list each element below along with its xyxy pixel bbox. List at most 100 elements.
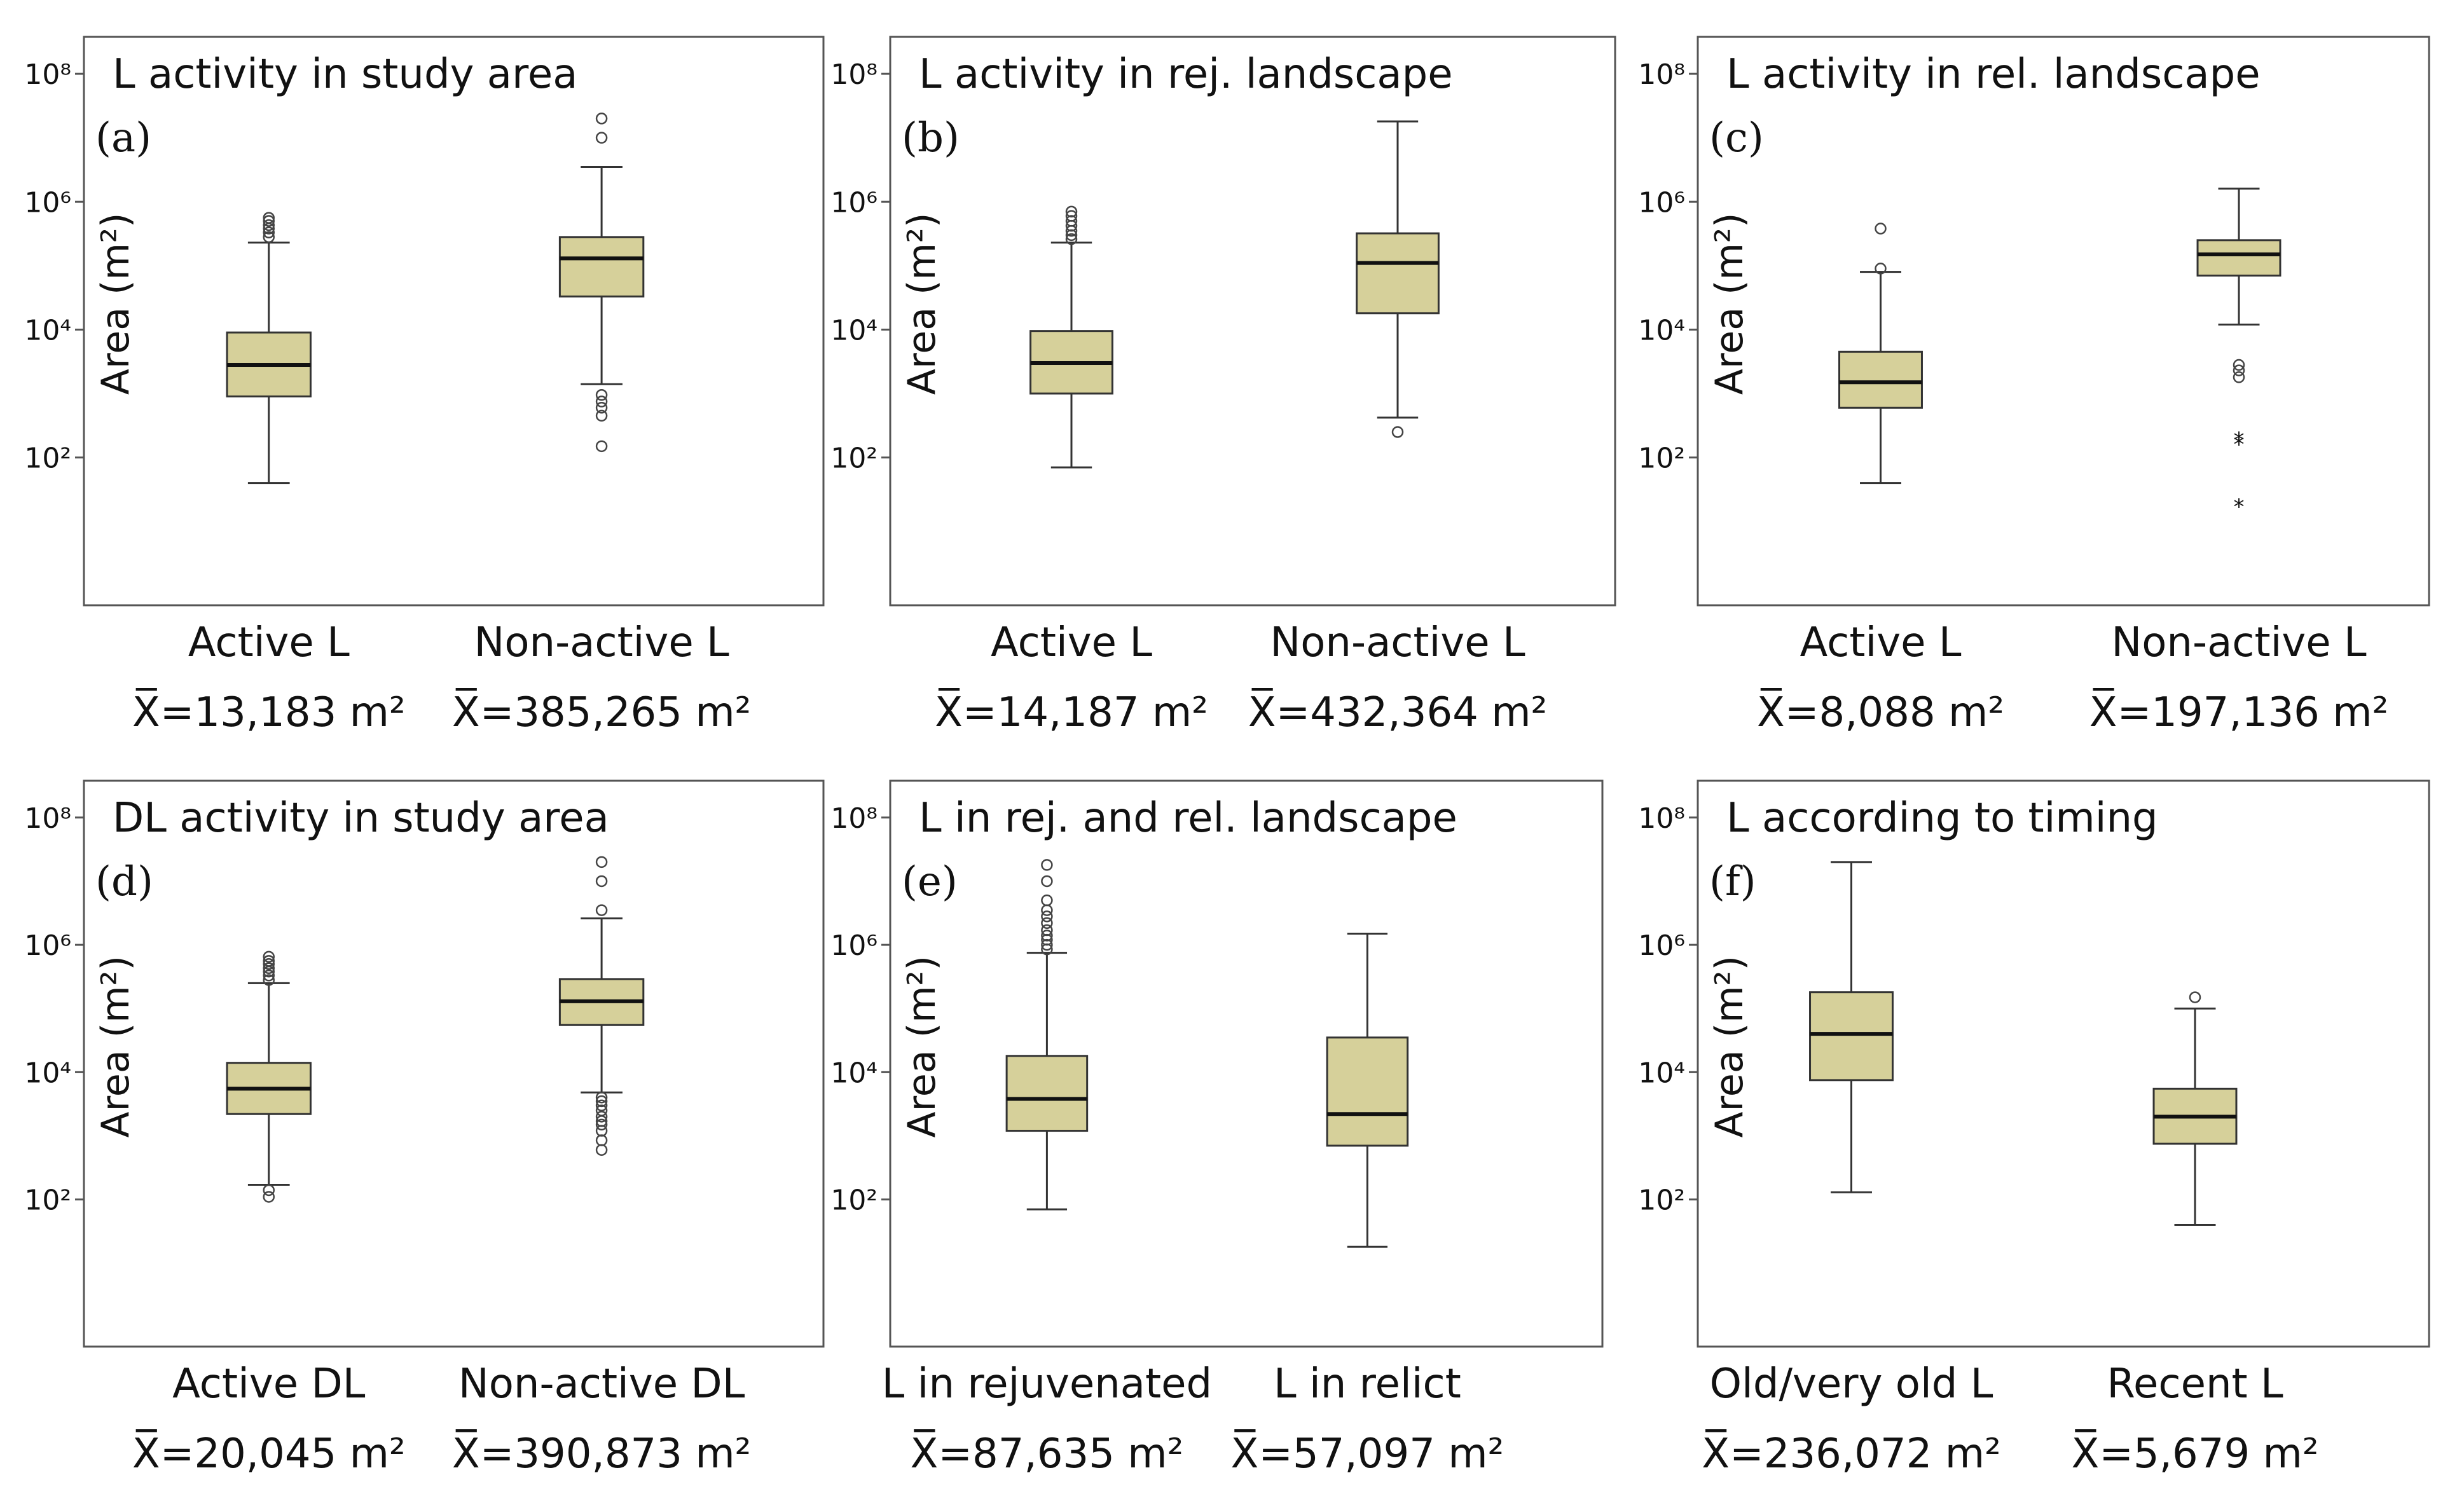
panel-title: L activity in study area (113, 51, 578, 98)
y-tick-label: 10⁸ (830, 58, 878, 91)
plot-frame (1697, 779, 2430, 1348)
outlier-point (263, 955, 275, 967)
extreme-point: * (2234, 494, 2245, 519)
outlier-point (263, 970, 275, 982)
y-tick-label: 10⁶ (24, 186, 71, 219)
plot-frame (1697, 36, 2430, 607)
outlier-point (595, 1134, 608, 1146)
outlier-point (263, 226, 275, 238)
plot-frame (83, 779, 825, 1348)
outlier-point (1065, 210, 1078, 222)
box-series-0 (1029, 205, 1113, 469)
y-tick-label: 10⁸ (1638, 802, 1685, 835)
y-tick-label: 10⁸ (830, 802, 878, 835)
y-tick-label: 10⁴ (24, 314, 71, 347)
box-iqr (558, 236, 645, 298)
outlier-point (263, 957, 275, 970)
panel-c: 10² 10⁴ 10⁶ 10⁸ Area (m²) L activity in rel. … (1638, 36, 2430, 736)
box-series-0 (1809, 861, 1894, 1193)
panel-a: 10² 10⁴ 10⁶ 10⁸ Area (m²) L activity in study… (24, 36, 825, 736)
outlier-point (1875, 223, 1887, 235)
outlier-point (595, 1099, 608, 1111)
outlier-point (2233, 371, 2245, 383)
panel-title: L in rej. and rel. landscape (919, 795, 1457, 842)
y-axis-label: Area (m²) (93, 213, 138, 395)
category-label: L in rejuvenated (882, 1361, 1212, 1408)
outlier-point (595, 856, 608, 868)
y-tick-label: 10⁴ (1638, 1057, 1685, 1089)
outlier-point (263, 962, 275, 975)
y-tick-label: 10² (1638, 443, 1685, 475)
y-tick-label: 10² (24, 443, 71, 475)
panel-f: 10² 10⁴ 10⁶ 10⁸ Area (m²) L according to timi… (1638, 779, 2430, 1478)
box-iqr (1005, 1055, 1089, 1132)
mean-label: X̅=8,088 m² (1757, 687, 2004, 736)
y-tick-label: 10⁸ (1638, 58, 1685, 91)
outlier-point (1065, 233, 1078, 245)
box-series-1 (558, 113, 645, 453)
panel-title: L activity in rel. landscape (1726, 51, 2261, 98)
plot-frame (889, 779, 1604, 1348)
y-tick-label: 10⁶ (1638, 186, 1685, 219)
category-label: Non-active DL (458, 1361, 745, 1408)
panel-d: 10² 10⁴ 10⁶ 10⁸ Area (m²) DL activity in stud… (24, 779, 825, 1478)
outlier-point (1875, 263, 1887, 275)
outlier-point (1041, 910, 1053, 923)
mean-label: X̅=432,364 m² (1248, 687, 1547, 736)
outlier-point (1065, 229, 1078, 242)
outlier-point (263, 1191, 275, 1203)
mean-label: X̅=13,183 m² (132, 687, 406, 736)
outlier-point (263, 219, 275, 231)
y-tick-label: 10⁴ (24, 1057, 71, 1089)
category-label: Active DL (172, 1361, 366, 1408)
outlier-point (595, 1111, 608, 1123)
category-label: Non-active L (1270, 619, 1525, 666)
category-label: Non-active L (2111, 619, 2367, 666)
mean-label: X̅=236,072 m² (1702, 1429, 2000, 1478)
category-label: Old/very old L (1710, 1361, 1993, 1408)
extreme-point: * (2234, 432, 2245, 457)
y-axis-label: Area (m²) (1707, 956, 1752, 1137)
box-series-1 (1326, 932, 1409, 1248)
outlier-point (2189, 991, 2201, 1003)
box-iqr (1809, 991, 1894, 1081)
y-tick-label: 10⁶ (24, 930, 71, 962)
outlier-point (595, 1118, 608, 1131)
outlier-point (595, 1144, 608, 1156)
y-tick-label: 10⁶ (830, 930, 878, 962)
box-iqr (2196, 239, 2282, 277)
outlier-point (1041, 924, 1053, 937)
outlier-point (595, 409, 608, 422)
outlier-point (595, 113, 608, 125)
panel-letter: (c) (1709, 114, 1764, 161)
mean-label: X̅=5,679 m² (2071, 1429, 2318, 1478)
box-iqr (1356, 232, 1440, 315)
mean-label: X̅=197,136 m² (2089, 687, 2388, 736)
outlier-point (1041, 917, 1053, 930)
outlier-point (263, 974, 275, 986)
mean-label: X̅=57,097 m² (1231, 1429, 1504, 1478)
box-iqr (1838, 350, 1923, 409)
panel-e: 10² 10⁴ 10⁶ 10⁸ Area (m²) L in rej. and rel. … (830, 779, 1604, 1478)
y-tick-label: 10² (830, 443, 878, 475)
category-label: Active L (188, 619, 350, 666)
category-label: Active L (991, 619, 1152, 666)
outlier-point (595, 402, 608, 414)
panel-letter: (a) (95, 114, 151, 161)
y-axis-label: Area (m²) (93, 956, 138, 1137)
panel-letter: (d) (95, 858, 153, 905)
outlier-point (2233, 364, 2245, 376)
panel-letter: (b) (902, 114, 960, 161)
outlier-point (1041, 859, 1053, 871)
plot-frame (83, 36, 825, 607)
box-iqr (1326, 1036, 1409, 1147)
outlier-point (595, 132, 608, 144)
outlier-point (263, 215, 275, 227)
mean-label: X̅=87,635 m² (911, 1429, 1184, 1478)
outlier-point (263, 951, 275, 963)
outlier-point (595, 904, 608, 916)
panel-letter: (e) (902, 858, 958, 905)
box-series-1 (1356, 120, 1440, 438)
y-axis-label: Area (m²) (1707, 213, 1752, 395)
